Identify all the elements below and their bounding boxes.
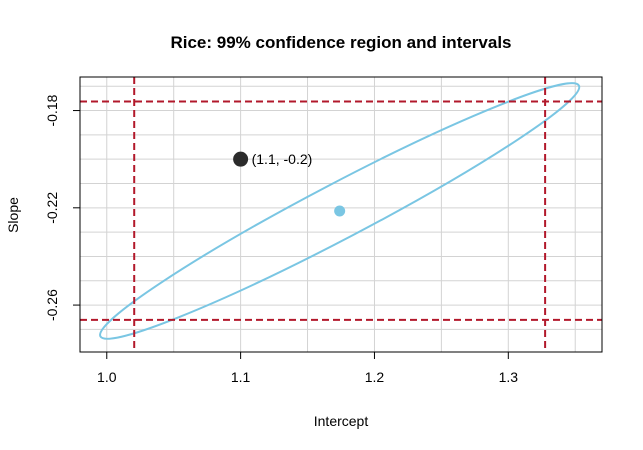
x-axis: 1.0 1.1 1.2 1.3 bbox=[97, 352, 518, 385]
x-tick-label: 1.2 bbox=[365, 369, 385, 385]
y-axis: -0.26 -0.22 -0.18 bbox=[44, 94, 80, 321]
test-point bbox=[233, 151, 249, 167]
x-tick-label: 1.1 bbox=[231, 369, 251, 385]
data-layer: (1.1, -0.2) bbox=[80, 77, 602, 352]
x-axis-label: Intercept bbox=[314, 413, 369, 429]
y-tick-label: -0.26 bbox=[44, 289, 60, 321]
chart-title: Rice: 99% confidence region and interval… bbox=[170, 33, 511, 52]
y-axis-label: Slope bbox=[5, 197, 21, 233]
plot-area-border bbox=[79, 76, 603, 353]
x-tick-label: 1.3 bbox=[499, 369, 519, 385]
confidence-ellipse bbox=[99, 82, 581, 340]
x-tick-label: 1.0 bbox=[97, 369, 117, 385]
estimate-point bbox=[334, 205, 346, 217]
test-point-label: (1.1, -0.2) bbox=[252, 151, 313, 167]
y-tick-label: -0.22 bbox=[44, 192, 60, 224]
y-tick-label: -0.18 bbox=[44, 94, 60, 126]
